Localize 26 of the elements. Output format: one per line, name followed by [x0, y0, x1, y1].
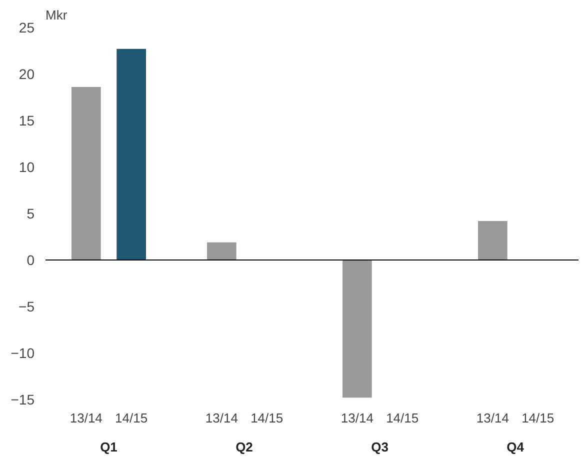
y-tick-label: 5 — [26, 206, 35, 222]
x-tick-label: 14/15 — [386, 410, 419, 426]
bar — [478, 220, 508, 260]
x-tick-label: 14/15 — [115, 410, 148, 426]
y-tick-label: −15 — [10, 392, 35, 408]
x-tick-label: 14/15 — [250, 410, 284, 426]
y-tick-label: 25 — [18, 20, 35, 36]
y-axis-title: Mkr — [46, 8, 68, 22]
x-tick-label: 14/15 — [522, 410, 554, 426]
text: Q3 — [371, 440, 388, 454]
y-tick-label: 10 — [18, 159, 35, 175]
y-tick-label: 20 — [18, 66, 35, 82]
x-tick-label: 13/14 — [476, 410, 509, 426]
x-tick-label: 13/14 — [70, 410, 102, 426]
y-tick-label: 0 — [26, 252, 35, 268]
y-tick-label: −10 — [10, 345, 35, 361]
bar — [206, 242, 236, 260]
x-tick-label: 13/14 — [205, 410, 238, 426]
text: Q1 — [100, 440, 118, 454]
bar — [342, 260, 372, 398]
x-tick-label: 13/14 — [340, 410, 374, 426]
y-tick-label: 15 — [18, 112, 35, 128]
text: Q2 — [236, 440, 253, 454]
text: Q4 — [506, 440, 525, 454]
bar — [71, 87, 101, 260]
y-tick-label: −5 — [18, 298, 35, 314]
